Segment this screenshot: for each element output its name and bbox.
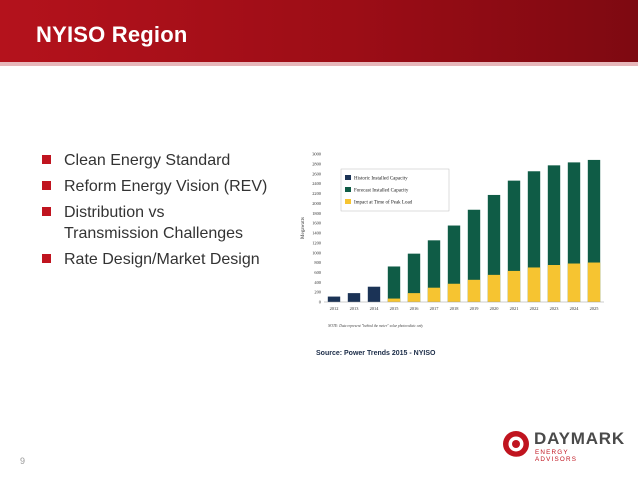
bullet-square-icon	[42, 155, 51, 164]
y-tick-label: 2400	[312, 181, 322, 186]
y-tick-label: 800	[314, 260, 321, 265]
bullet-text: Reform Energy Vision (REV)	[64, 178, 268, 195]
x-tick-label: 2015	[390, 306, 400, 311]
bar-forecast	[467, 209, 481, 302]
logo-wordmark: DAYMARK	[534, 429, 625, 448]
logo-tagline: ENERGY ADVISORS	[535, 449, 578, 463]
bar-impact	[467, 279, 481, 302]
bullet-text: Rate Design/Market Design	[64, 251, 260, 268]
x-tick-label: 2022	[530, 306, 539, 311]
legend-swatch-forecast	[345, 187, 351, 192]
bullet-item: Distribution vs Transmission Challenges	[40, 202, 290, 244]
y-tick-label: 2600	[312, 171, 322, 176]
x-tick-label: 2021	[510, 306, 519, 311]
bullet-square-icon	[42, 254, 51, 263]
y-tick-label: 1600	[312, 221, 322, 226]
bar-impact	[447, 283, 461, 302]
x-tick-label: 2012	[330, 306, 339, 311]
y-tick-label: 1800	[312, 211, 322, 216]
y-tick-label: 200	[314, 290, 321, 295]
y-tick-label: 0	[319, 300, 322, 305]
source-caption: Source: Power Trends 2015 - NYISO	[316, 350, 436, 357]
x-tick-label: 2018	[450, 306, 460, 311]
bar-impact	[487, 274, 501, 302]
y-axis-label: Megawatts	[301, 217, 306, 239]
bar-forecast	[407, 253, 421, 302]
x-tick-label: 2016	[410, 306, 420, 311]
x-tick-label: 2023	[550, 306, 560, 311]
daymark-logo-icon	[501, 431, 529, 460]
bullet-text: Clean Energy Standard	[64, 152, 231, 169]
x-tick-label: 2017	[430, 306, 440, 311]
bullet-item: Reform Energy Vision (REV)	[40, 176, 290, 197]
bar-impact	[567, 263, 581, 302]
legend-swatch-historic	[345, 175, 351, 180]
x-tick-label: 2024	[570, 306, 580, 311]
bullet-list: Clean Energy Standard Reform Energy Visi…	[40, 150, 290, 275]
title-banner	[0, 0, 638, 64]
x-tick-label: 2025	[590, 306, 600, 311]
legend-label-historic: Historic Installed Capacity	[354, 177, 408, 182]
legend-swatch-impact	[345, 199, 351, 204]
y-tick-label: 400	[314, 280, 321, 285]
solar-capacity-chart: Megawatts 0 200 400 600 800 1000 1200 1400 1600 1…	[301, 152, 604, 328]
legend-box	[340, 168, 450, 212]
chart-note: NOTE: Data represent "behind the meter" …	[327, 324, 423, 328]
bullet-square-icon	[42, 181, 51, 190]
slide-title: NYISO Region	[36, 22, 188, 47]
y-tick-label: 1200	[312, 240, 322, 245]
bar-impact	[547, 265, 561, 302]
page-number: 9	[20, 456, 26, 466]
bar-historic	[327, 296, 341, 302]
x-tick-label: 2020	[490, 306, 500, 311]
y-tick-label: 600	[314, 270, 321, 275]
bar-impact	[427, 287, 441, 302]
y-tick-label: 2200	[312, 191, 322, 196]
legend-label-impact: Impact at Time of Peak Load	[354, 201, 413, 206]
bar-impact	[587, 262, 601, 302]
y-tick-label: 3000	[312, 152, 322, 157]
y-tick-label: 1000	[312, 250, 322, 255]
bar-impact	[387, 298, 401, 302]
company-logo: DAYMARK ENERGY ADVISORS	[500, 424, 624, 464]
y-tick-label: 2000	[312, 201, 322, 206]
x-tick-label: 2013	[350, 306, 360, 311]
banner-divider	[0, 62, 638, 66]
bar-impact	[407, 293, 421, 302]
bar-forecast	[427, 240, 441, 302]
bar-forecast	[387, 266, 401, 302]
y-tick-label: 2800	[312, 161, 322, 166]
bullet-item: Clean Energy Standard	[40, 150, 290, 171]
bar-forecast	[447, 225, 461, 302]
bar-impact	[527, 267, 541, 302]
y-tick-label: 1400	[312, 231, 322, 236]
chart-legend: Historic Installed Capacity Forecast Ins…	[340, 168, 450, 212]
bar-historic	[367, 286, 381, 302]
x-tick-label: 2019	[470, 306, 480, 311]
bullet-text: Distribution vs Transmission Challenges	[64, 204, 244, 242]
bullet-item: Rate Design/Market Design	[40, 249, 290, 270]
bar-impact	[507, 270, 521, 302]
legend-label-forecast: Forecast Installed Capacity	[354, 189, 409, 194]
bullet-square-icon	[42, 207, 51, 216]
x-tick-label: 2014	[370, 306, 380, 311]
bar-historic	[347, 293, 361, 302]
